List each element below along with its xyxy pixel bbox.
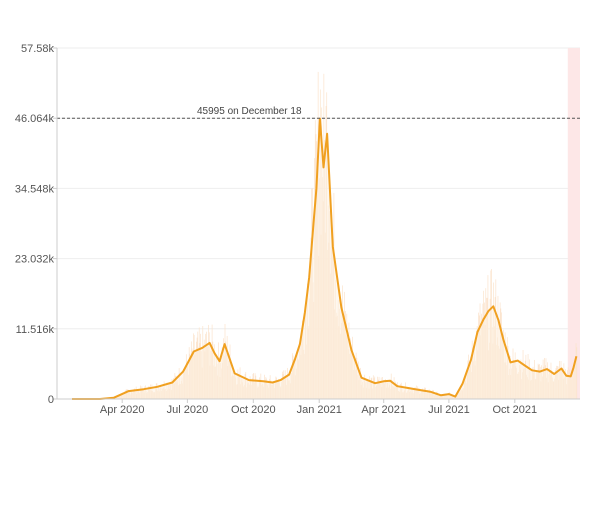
shaded-region [568,48,580,399]
x-tick-label: Apr 2020 [100,404,145,416]
x-tick-label: Jul 2021 [428,404,470,416]
x-tick-label: Jul 2020 [167,404,209,416]
y-tick-label: 46.064k [15,113,55,125]
daily-bar [576,347,577,399]
x-tick-label: Jan 2021 [297,404,342,416]
y-tick-label: 23.032k [15,254,55,266]
x-tick-label: Apr 2021 [361,404,406,416]
y-tick-label: 57.58k [21,43,55,55]
y-tick-label: 0 [48,394,54,406]
x-tick-label: Oct 2020 [231,404,276,416]
y-tick-label: 34.548k [15,183,55,195]
y-tick-label: 11.516k [16,324,55,336]
x-tick-label: Oct 2021 [492,404,537,416]
reference-line-label: 45995 on December 18 [197,106,302,117]
